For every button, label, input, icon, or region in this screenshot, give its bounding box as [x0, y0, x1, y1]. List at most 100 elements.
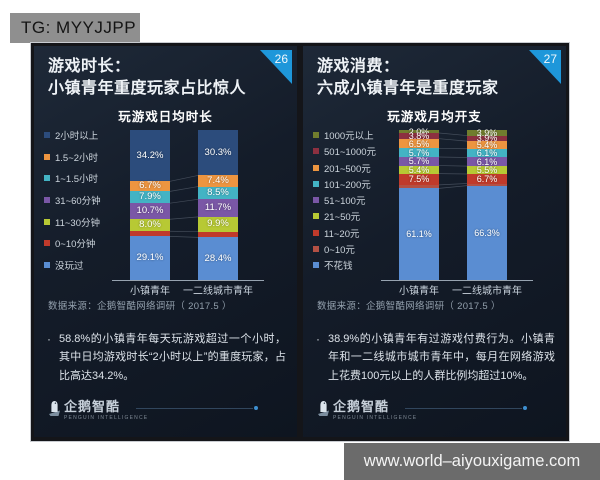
- bar-segment: 9.9%: [198, 216, 238, 232]
- legend-item: 201~500元: [313, 161, 395, 175]
- logo-line-dot: [523, 406, 527, 410]
- stacked-bar: 3.9% 3.9% 5.4% 6.1% 6.1% 5.5% 6.7% 66.3%: [467, 128, 507, 281]
- legend-color-chip: [313, 213, 319, 220]
- category-label: 一二线城市青年: [452, 286, 522, 297]
- bar-segment-label: 29.1%: [136, 252, 164, 264]
- bar-segment-label: 7.4%: [207, 175, 229, 186]
- legend-label: 没玩过: [55, 260, 84, 272]
- chart-title: 玩游戏月均开支: [387, 110, 482, 124]
- stacked-bar-chart-monthly-spending: 1000元以上 501~1000元 201~500元 101~200元 51~100元 2…: [313, 124, 558, 304]
- logo-texts: 企鹅智酷 PENGUIN INTELLIGENCE: [333, 400, 417, 421]
- legend-label: 1.5~2小时: [55, 152, 99, 164]
- watermark-tag-label: TG: MYYJJPP: [21, 18, 137, 37]
- logo-line-dot: [254, 406, 258, 410]
- bar-segment-label: 6.1%: [476, 148, 498, 159]
- bar-segment: 6.7%: [130, 181, 170, 192]
- bullet-marker: ·: [316, 332, 320, 346]
- legend-item: 11~20元: [313, 226, 395, 240]
- stacked-bar: 2.0% 3.8% 6.5% 5.7% 5.7% 5.4% 7.5% 61.1%: [399, 127, 439, 280]
- bullet-marker: ·: [47, 332, 51, 346]
- bar-segment: 6.5%: [399, 139, 439, 149]
- slide-title-line1: 游戏消费：: [317, 58, 400, 75]
- bar-segment: 7.5%: [399, 173, 439, 185]
- watermark-footer-box: www.world–aiyouxigame.com: [344, 443, 600, 480]
- legend-color-chip: [44, 240, 50, 247]
- bar-segment-label: 3.9%: [476, 127, 498, 138]
- bar-segment: 5.4%: [399, 165, 439, 175]
- bar-segment: 66.3%: [467, 185, 507, 281]
- slide-title-line2: 小镇青年重度玩家占比惊人: [48, 79, 247, 97]
- bar-segment: 5.5%: [467, 165, 507, 175]
- bar-segment-label: 5.4%: [408, 164, 430, 175]
- legend-color-chip: [313, 245, 319, 252]
- bar-segment: 34.2%: [130, 130, 170, 182]
- legend-item: 0~10分钟: [44, 236, 126, 250]
- penguin-logo-icon: [318, 401, 329, 416]
- legend-color-chip: [313, 132, 319, 138]
- bar-segment-label: 5.7%: [408, 156, 430, 167]
- bar-segment-label: 61.1%: [406, 229, 432, 240]
- legend-item: 21~50元: [313, 209, 395, 223]
- bar-segment: 30.3%: [198, 130, 238, 176]
- bar-segment-label: 6.1%: [476, 156, 498, 167]
- legend-item: 31~60分钟: [44, 193, 126, 207]
- bar-segment-label: 7.9%: [139, 191, 161, 203]
- page-number-badge: 27: [529, 50, 561, 84]
- bar-segment: 7.4%: [198, 175, 238, 187]
- bullet-row: · 38.9%的小镇青年有过游戏付费行为。小镇青年和一二线城市城市青年中，每月在…: [316, 330, 555, 385]
- category-label: 小镇青年: [399, 286, 439, 297]
- logo-name-cn: 企鹅智酷: [64, 399, 121, 414]
- legend-item: 101~200元: [313, 177, 395, 191]
- bar-segment-label: 28.4%: [204, 252, 232, 264]
- bar-segment: [467, 183, 507, 186]
- watermark-tag-box: TG: MYYJJPP: [10, 13, 140, 43]
- bar-segment-label: 5.4%: [476, 139, 498, 150]
- chart-plot-area: 2.0% 3.8% 6.5% 5.7% 5.7% 5.4% 7.5% 61.1% 小镇青年 3.9…: [381, 124, 558, 304]
- bar-segment: 7.9%: [130, 191, 170, 204]
- legend-item: 2小时以上: [44, 128, 126, 142]
- penguin-intelligence-logo: 企鹅智酷 PENGUIN INTELLIGENCE: [317, 400, 417, 421]
- slide-title-line2: 六成小镇青年是重度玩家: [317, 79, 499, 97]
- legend-label: 51~100元: [324, 196, 366, 207]
- legend-item: 51~100元: [313, 193, 395, 207]
- bar-segment: 5.7%: [399, 156, 439, 166]
- logo-name-en: PENGUIN INTELLIGENCE: [333, 415, 418, 421]
- bar-segment-label: 34.2%: [136, 149, 164, 161]
- slide-game-spending: 游戏消费： 六成小镇青年是重度玩家 27 玩游戏月均开支 1000元以上 501~…: [303, 46, 566, 437]
- category-label: 小镇青年: [130, 286, 170, 297]
- legend-color-chip: [313, 164, 319, 171]
- bar-segment-label: 2.0%: [408, 126, 430, 137]
- bar-segment-label: 9.9%: [207, 218, 229, 230]
- bar-segment-label: 8.0%: [139, 219, 161, 231]
- legend-label: 201~500元: [324, 163, 371, 175]
- bar-segment: 29.1%: [130, 236, 170, 280]
- legend-label: 11~20元: [324, 228, 360, 240]
- legend-color-chip: [44, 175, 50, 182]
- page-number: 26: [274, 52, 288, 66]
- legend-label: 11~30分钟: [55, 217, 100, 229]
- legend-item: 0~10元: [313, 242, 395, 256]
- bar-segment-label: 30.3%: [204, 146, 232, 158]
- slide-title: 游戏消费： 六成小镇青年是重度玩家: [317, 56, 499, 99]
- chart-title: 玩游戏日均时长: [118, 110, 213, 124]
- legend-item: 不花钱: [313, 258, 395, 272]
- legend-label: 101~200元: [324, 179, 371, 191]
- bar-segment: 3.8%: [399, 131, 439, 141]
- bar-segment: 3.9%: [467, 133, 507, 143]
- legend-label: 2小时以上: [55, 131, 99, 142]
- bar-segment: 6.1%: [467, 148, 507, 158]
- bullet-text: 38.9%的小镇青年有过游戏付费行为。小镇青年和一二线城市城市青年中，每月在网络…: [328, 333, 555, 382]
- bar-segment-label: 10.7%: [136, 205, 164, 217]
- legend-label: 1~1.5小时: [55, 174, 99, 186]
- watermark-footer-url: www.world–aiyouxigame.com: [363, 452, 581, 470]
- legend-item: 1.5~2小时: [44, 150, 126, 164]
- legend-label: 不花钱: [324, 261, 353, 272]
- bar-segment-label: 6.5%: [408, 138, 430, 149]
- stacked-bar: 30.3% 7.4% 8.5% 11.7% 9.9% 28.4%: [198, 130, 238, 280]
- logo-divider-line: [136, 408, 253, 409]
- bar-segment-label: 6.7%: [476, 173, 498, 184]
- bar-segment: 61.1%: [399, 188, 439, 280]
- bar-segment: 3.9%: [467, 128, 507, 138]
- infographic-photo: 游戏时长： 小镇青年重度玩家占比惊人 26 玩游戏日均时长 2小时以上 1.5~2…: [30, 42, 570, 442]
